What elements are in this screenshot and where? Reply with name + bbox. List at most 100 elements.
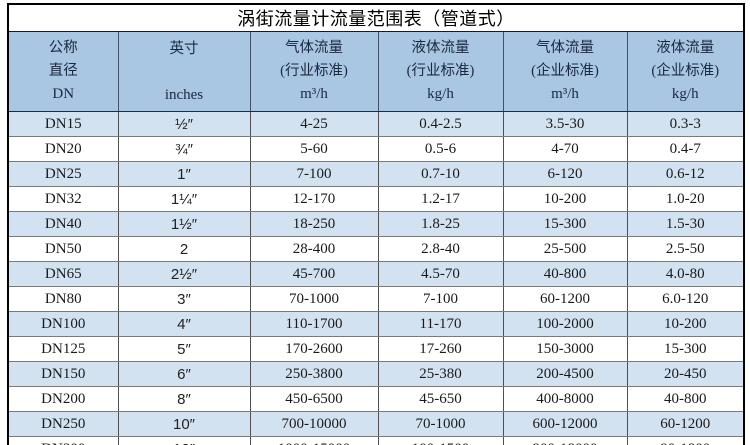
inches-cell: 6″	[117, 361, 251, 387]
liquid-enterprise-cell: 0.3-3	[626, 111, 745, 137]
liquid-industry-cell: 17-260	[377, 336, 504, 362]
liquid-industry-cell: 100-1500	[377, 436, 504, 445]
gas-enterprise-cell: 25-500	[502, 236, 628, 262]
dn-cell: DN15	[7, 111, 119, 137]
gas-industry-cell: 7-100	[249, 161, 379, 187]
gas-enterprise-cell: 900-18000	[502, 436, 628, 445]
title-row: 涡街流量计流量范围表（管道式）	[8, 4, 745, 32]
dn-cell: DN25	[7, 161, 119, 187]
liquid-industry-cell: 25-380	[377, 361, 504, 387]
liquid-enterprise-cell: 15-300	[626, 336, 745, 362]
header-line: 英寸	[169, 41, 199, 57]
dn-cell: DN50	[7, 236, 119, 262]
gas-industry-cell: 45-700	[249, 261, 379, 287]
col-header-liquid-industry: 液体流量 (行业标准) kg/h	[377, 31, 504, 112]
table-row: DN50 2 28-400 2.8-40 25-500 2.5-50	[7, 236, 745, 262]
gas-industry-cell: 170-2600	[249, 336, 379, 362]
gas-industry-cell: 5-60	[249, 136, 379, 162]
table-row: DN32 1¼″ 12-170 1.2-17 10-200 1.0-20	[7, 186, 745, 212]
header-line: (行业标准)	[406, 63, 475, 79]
col-header-inches: 英寸 inches	[117, 31, 251, 112]
liquid-enterprise-cell: 20-450	[626, 361, 745, 387]
gas-industry-cell: 12-170	[249, 186, 379, 212]
header-line: (企业标准)	[651, 63, 720, 79]
gas-enterprise-cell: 150-3000	[502, 336, 628, 362]
table-row: DN65 2½″ 45-700 4.5-70 40-800 4.0-80	[7, 261, 745, 287]
header-row: 公称 直径 DN 英寸 inches 气体流量 (行业标准) m³/h	[7, 31, 745, 112]
dn-cell: DN150	[7, 361, 119, 387]
liquid-industry-cell: 2.8-40	[377, 236, 504, 262]
gas-industry-cell: 110-1700	[249, 311, 379, 337]
gas-enterprise-cell: 4-70	[502, 136, 628, 162]
dn-cell: DN300	[7, 436, 119, 445]
table-row: DN25 1″ 7-100 0.7-10 6-120 0.6-12	[7, 161, 745, 187]
dn-cell: DN20	[7, 136, 119, 162]
header-line: (行业标准)	[280, 63, 348, 79]
liquid-enterprise-cell: 0.6-12	[626, 161, 745, 187]
table-row: DN80 3″ 70-1000 7-100 60-1200 6.0-120	[7, 286, 745, 312]
gas-industry-cell: 250-3800	[249, 361, 379, 387]
inches-cell: 1″	[117, 161, 251, 187]
inches-cell: 8″	[117, 386, 251, 412]
inches-cell: 3″	[117, 286, 251, 312]
inches-cell: 2	[117, 236, 251, 262]
liquid-enterprise-cell: 10-200	[626, 311, 745, 337]
gas-enterprise-cell: 15-300	[502, 211, 628, 237]
inches-cell: 2½″	[117, 261, 251, 287]
dn-cell: DN80	[7, 286, 119, 312]
gas-enterprise-cell: 60-1200	[502, 286, 628, 312]
inches-cell: ½″	[117, 111, 251, 137]
inches-cell: 1¼″	[117, 186, 251, 212]
header-line: 气体流量	[536, 40, 594, 56]
dn-cell: DN32	[7, 186, 119, 212]
liquid-industry-cell: 0.4-2.5	[377, 111, 504, 137]
gas-enterprise-cell: 40-800	[502, 261, 628, 287]
table-row: DN40 1½″ 18-250 1.8-25 15-300 1.5-30	[7, 211, 745, 237]
liquid-industry-cell: 0.5-6	[377, 136, 504, 162]
col-header-liquid-enterprise: 液体流量 (企业标准) kg/h	[626, 31, 745, 112]
table-row: DN300 12″ 1000-15000 100-1500 900-18000 …	[7, 436, 745, 445]
liquid-industry-cell: 45-650	[377, 386, 504, 412]
gas-industry-cell: 450-6500	[249, 386, 379, 412]
gas-industry-cell: 70-1000	[249, 286, 379, 312]
inches-cell: 4″	[117, 311, 251, 337]
liquid-enterprise-cell: 4.0-80	[626, 261, 745, 287]
gas-enterprise-cell: 6-120	[502, 161, 628, 187]
liquid-enterprise-cell: 1.0-20	[626, 186, 745, 212]
header-line: 液体流量	[656, 40, 715, 56]
liquid-enterprise-cell: 2.5-50	[626, 236, 745, 262]
table-row: DN125 5″ 170-2600 17-260 150-3000 15-300	[7, 336, 745, 362]
flow-range-table: 涡街流量计流量范围表（管道式） 公称 直径 DN 英寸 inches	[7, 3, 746, 445]
header-line: m³/h	[300, 86, 328, 102]
liquid-industry-cell: 7-100	[377, 286, 504, 312]
header-line: 液体流量	[411, 40, 470, 56]
gas-industry-cell: 1000-15000	[249, 436, 379, 445]
table-row: DN100 4″ 110-1700 11-170 100-2000 10-200	[7, 311, 745, 337]
liquid-industry-cell: 0.7-10	[377, 161, 504, 187]
liquid-enterprise-cell: 6.0-120	[626, 286, 745, 312]
col-header-dn: 公称 直径 DN	[7, 31, 119, 112]
dn-cell: DN65	[7, 261, 119, 287]
dn-cell: DN40	[7, 211, 119, 237]
header-line: kg/h	[427, 86, 454, 102]
col-header-gas-industry: 气体流量 (行业标准) m³/h	[249, 31, 379, 112]
gas-enterprise-cell: 100-2000	[502, 311, 628, 337]
liquid-enterprise-cell: 0.4-7	[626, 136, 745, 162]
liquid-enterprise-cell: 1.5-30	[626, 211, 745, 237]
header-line: 气体流量	[285, 40, 343, 56]
header-line: (企业标准)	[531, 63, 599, 79]
inches-cell: ¾″	[117, 136, 251, 162]
dn-cell: DN200	[7, 386, 119, 412]
header-line: m³/h	[551, 86, 579, 102]
dn-cell: DN125	[7, 336, 119, 362]
liquid-industry-cell: 4.5-70	[377, 261, 504, 287]
header-line: inches	[164, 87, 204, 103]
gas-enterprise-cell: 3.5-30	[502, 111, 628, 137]
header-line: kg/h	[671, 86, 699, 102]
inches-cell: 10″	[117, 411, 251, 437]
liquid-enterprise-cell: 40-800	[626, 386, 745, 412]
header-line: 公称	[48, 40, 78, 56]
gas-industry-cell: 700-10000	[249, 411, 379, 437]
dn-cell: DN100	[7, 311, 119, 337]
